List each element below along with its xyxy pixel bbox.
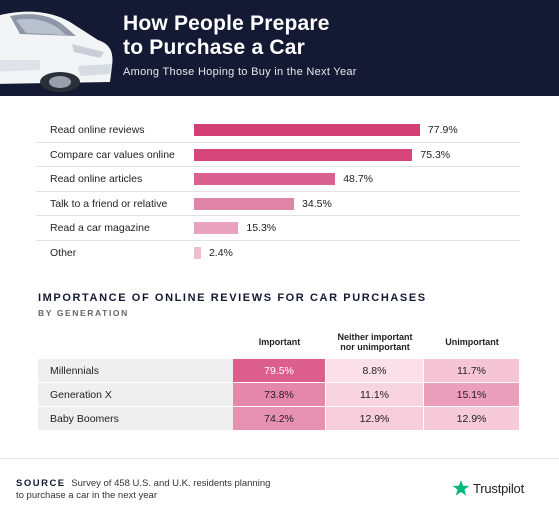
column-header-neither-line-2: nor unimportant bbox=[340, 342, 410, 352]
table-cell: 11.7% bbox=[424, 359, 520, 383]
table-row: Generation X 73.8% 11.1% 15.1% bbox=[38, 383, 520, 407]
source-note: SOURCE Survey of 458 U.S. and U.K. resid… bbox=[16, 478, 316, 502]
category-label: Read online reviews bbox=[50, 124, 145, 136]
table-cell: 15.1% bbox=[424, 383, 520, 407]
bar bbox=[194, 124, 420, 136]
generation-table: Important Neither important nor unimport… bbox=[38, 328, 520, 434]
table-row: Millennials 79.5% 8.8% 11.7% bbox=[38, 359, 520, 383]
source-line-1: Survey of 458 U.S. and U.K. residents pl… bbox=[71, 478, 271, 489]
table-cell: 79.5% bbox=[233, 359, 326, 383]
bar-row: Talk to a friend or relative 34.5% bbox=[36, 192, 520, 216]
car-illustration bbox=[0, 11, 113, 92]
row-label: Generation X bbox=[38, 383, 233, 407]
bar-row: Read a car magazine 15.3% bbox=[36, 216, 520, 241]
column-header-neither-line-1: Neither important bbox=[337, 332, 413, 342]
title-line-2: to Purchase a Car bbox=[123, 36, 305, 59]
bar-row: Read online reviews 77.9% bbox=[36, 118, 520, 143]
row-label: Millennials bbox=[38, 359, 233, 383]
bar bbox=[194, 148, 413, 161]
star-icon bbox=[452, 480, 470, 496]
value-label: 2.4% bbox=[208, 246, 233, 259]
table-cell: 73.8% bbox=[233, 383, 326, 407]
page-subtitle: Among Those Hoping to Buy in the Next Ye… bbox=[123, 66, 357, 78]
footer-divider bbox=[0, 458, 559, 459]
value-label: 48.7% bbox=[343, 173, 373, 185]
bar bbox=[194, 173, 336, 185]
table-cell: 12.9% bbox=[424, 407, 520, 431]
value-label: 34.5% bbox=[302, 197, 332, 210]
bar bbox=[194, 246, 201, 259]
table-cell: 11.1% bbox=[326, 383, 424, 407]
category-label: Compare car values online bbox=[50, 148, 175, 161]
category-label: Other bbox=[50, 246, 77, 259]
bar bbox=[194, 197, 295, 210]
value-label: 75.3% bbox=[420, 148, 451, 161]
value-label: 77.9% bbox=[427, 124, 458, 136]
column-header-important: Important bbox=[258, 337, 301, 347]
bar-row: Read online articles 48.7% bbox=[36, 167, 520, 192]
row-label: Baby Boomers bbox=[38, 407, 233, 431]
page-title: How People Prepare to Purchase a Car bbox=[123, 12, 330, 60]
category-label: Talk to a friend or relative bbox=[50, 197, 168, 210]
title-line-1: How People Prepare bbox=[123, 12, 330, 35]
category-label: Read online articles bbox=[50, 173, 143, 185]
table-cell: 12.9% bbox=[326, 407, 424, 431]
column-header-unimportant: Unimportant bbox=[445, 337, 499, 347]
category-label: Read a car magazine bbox=[50, 222, 150, 234]
bar-row: Other 2.4% bbox=[36, 241, 520, 266]
source-line-2: to purchase a car in the next year bbox=[16, 490, 157, 501]
bar-chart: Read online reviews 77.9% Compare car valu… bbox=[36, 118, 520, 266]
trustpilot-logo: Trustpilot bbox=[452, 479, 524, 497]
table-cell: 8.8% bbox=[326, 359, 424, 383]
brand-name: Trustpilot bbox=[473, 480, 524, 496]
bar bbox=[194, 222, 239, 234]
table-subtitle: BY GENERATION bbox=[38, 308, 129, 318]
table-row: Baby Boomers 74.2% 12.9% 12.9% bbox=[38, 407, 520, 431]
bar-row: Compare car values online 75.3% bbox=[36, 143, 520, 167]
table-cell: 74.2% bbox=[233, 407, 326, 431]
header-banner: How People Prepare to Purchase a Car Amo… bbox=[0, 0, 559, 96]
value-label: 15.3% bbox=[246, 222, 277, 234]
column-header-neither: Neither important nor unimportant bbox=[326, 328, 424, 356]
source-label: SOURCE bbox=[16, 478, 66, 489]
table-title: IMPORTANCE OF ONLINE REVIEWS FOR CAR PUR… bbox=[38, 292, 427, 304]
